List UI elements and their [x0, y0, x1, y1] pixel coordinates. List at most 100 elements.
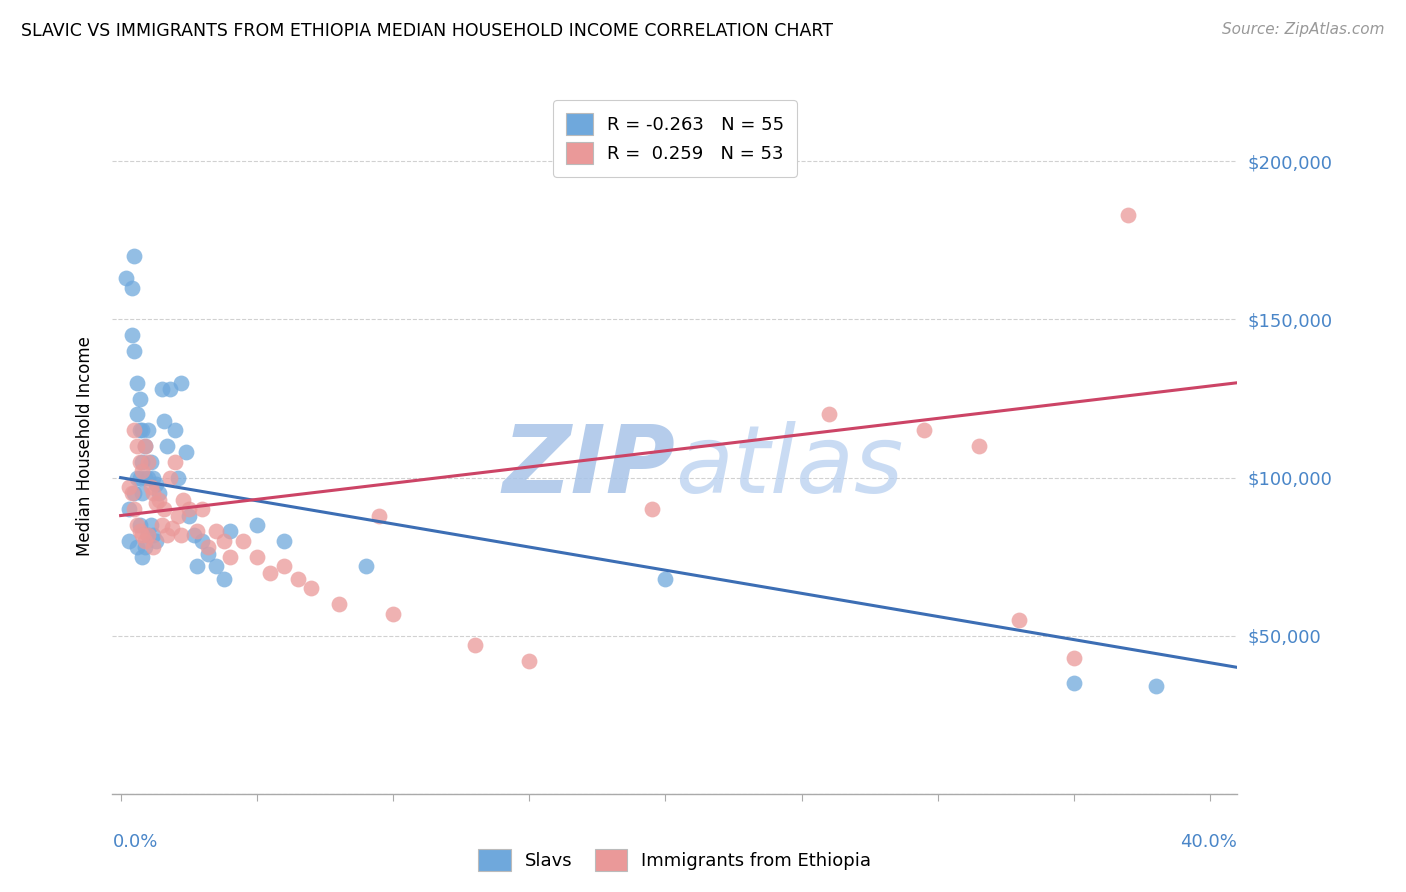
Point	[183, 527, 205, 541]
Point	[134, 439, 156, 453]
Point	[654, 572, 676, 586]
Point	[817, 408, 839, 422]
Point	[186, 524, 208, 539]
Point	[172, 492, 194, 507]
Point	[177, 502, 200, 516]
Point	[165, 455, 187, 469]
Point	[125, 518, 148, 533]
Point	[186, 559, 208, 574]
Point	[205, 524, 228, 539]
Point	[191, 502, 214, 516]
Point	[159, 470, 181, 484]
Point	[165, 423, 187, 437]
Point	[139, 518, 162, 533]
Point	[131, 549, 153, 564]
Point	[142, 470, 165, 484]
Point	[128, 524, 150, 539]
Point	[145, 477, 167, 491]
Point	[148, 486, 170, 500]
Point	[136, 455, 159, 469]
Point	[912, 423, 935, 437]
Point	[131, 486, 153, 500]
Point	[246, 549, 269, 564]
Point	[128, 392, 150, 406]
Text: SLAVIC VS IMMIGRANTS FROM ETHIOPIA MEDIAN HOUSEHOLD INCOME CORRELATION CHART: SLAVIC VS IMMIGRANTS FROM ETHIOPIA MEDIA…	[21, 22, 834, 40]
Point	[273, 559, 295, 574]
Point	[1144, 679, 1167, 693]
Point	[1008, 613, 1031, 627]
Point	[1063, 651, 1085, 665]
Point	[1118, 208, 1140, 222]
Point	[125, 470, 148, 484]
Point	[150, 382, 173, 396]
Point	[156, 439, 179, 453]
Point	[197, 540, 219, 554]
Point	[134, 533, 156, 548]
Point	[153, 502, 176, 516]
Point	[128, 423, 150, 437]
Point	[145, 533, 167, 548]
Point	[150, 518, 173, 533]
Point	[205, 559, 228, 574]
Point	[134, 540, 156, 554]
Point	[212, 572, 235, 586]
Point	[368, 508, 391, 523]
Point	[145, 496, 167, 510]
Text: 0.0%: 0.0%	[112, 833, 157, 851]
Point	[122, 249, 145, 263]
Point	[218, 524, 240, 539]
Point	[517, 654, 540, 668]
Text: atlas: atlas	[675, 421, 903, 512]
Point	[131, 423, 153, 437]
Point	[967, 439, 990, 453]
Text: 40.0%: 40.0%	[1181, 833, 1237, 851]
Point	[125, 408, 148, 422]
Point	[156, 527, 179, 541]
Point	[142, 527, 165, 541]
Point	[153, 414, 176, 428]
Point	[125, 540, 148, 554]
Point	[159, 382, 181, 396]
Point	[122, 423, 145, 437]
Point	[118, 480, 141, 494]
Point	[166, 470, 188, 484]
Point	[191, 533, 214, 548]
Point	[328, 597, 350, 611]
Text: ZIP: ZIP	[502, 421, 675, 513]
Point	[136, 470, 159, 484]
Point	[287, 572, 309, 586]
Point	[134, 439, 156, 453]
Point	[464, 638, 486, 652]
Point	[273, 533, 295, 548]
Point	[121, 486, 143, 500]
Point	[169, 527, 191, 541]
Point	[139, 480, 162, 494]
Point	[246, 518, 269, 533]
Point	[128, 470, 150, 484]
Point	[131, 464, 153, 478]
Point	[128, 518, 150, 533]
Point	[122, 344, 145, 359]
Point	[139, 455, 162, 469]
Point	[142, 486, 165, 500]
Point	[136, 527, 159, 541]
Point	[125, 376, 148, 390]
Point	[128, 455, 150, 469]
Point	[134, 470, 156, 484]
Point	[218, 549, 240, 564]
Point	[259, 566, 281, 580]
Point	[125, 439, 148, 453]
Legend: R = -0.263   N = 55, R =  0.259   N = 53: R = -0.263 N = 55, R = 0.259 N = 53	[553, 100, 797, 177]
Point	[177, 508, 200, 523]
Point	[162, 521, 184, 535]
Point	[641, 502, 664, 516]
Point	[354, 559, 377, 574]
Point	[174, 445, 197, 459]
Point	[121, 281, 143, 295]
Point	[131, 455, 153, 469]
Point	[118, 502, 141, 516]
Point	[382, 607, 405, 621]
Point	[121, 328, 143, 343]
Point	[122, 486, 145, 500]
Point	[299, 582, 322, 596]
